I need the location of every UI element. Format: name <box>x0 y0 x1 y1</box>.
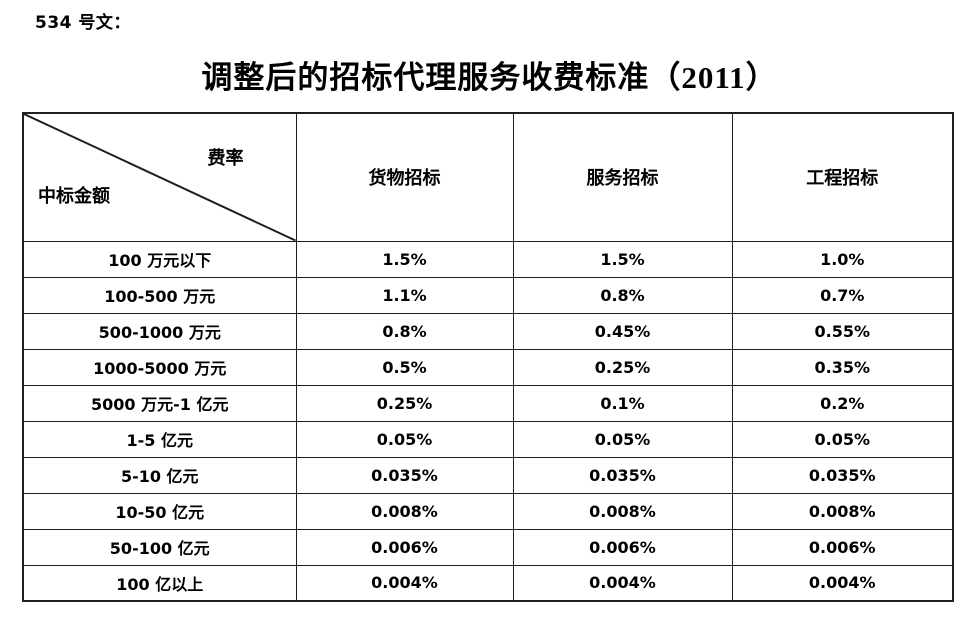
rate-cell-goods: 0.8% <box>295 312 514 350</box>
table-row: 10-50 亿元 0.008% 0.008% 0.008% <box>22 492 954 530</box>
rate-cell-engineering: 0.006% <box>731 528 954 566</box>
doc-number-label: 534 号文： <box>35 13 131 33</box>
rate-cell-engineering: 0.7% <box>731 276 954 314</box>
row-label-amount-tier: 1000-5000 万元 <box>22 348 297 386</box>
row-label-amount-tier: 5000 万元-1 亿元 <box>22 384 297 422</box>
rate-cell-goods: 0.25% <box>295 384 514 422</box>
diagonal-divider-line <box>24 114 296 241</box>
rate-cell-goods: 0.035% <box>295 456 514 494</box>
column-header-services: 服务招标 <box>512 112 733 242</box>
row-label-amount-tier: 1-5 亿元 <box>22 420 297 458</box>
rate-cell-engineering: 0.004% <box>731 564 954 602</box>
row-label-amount-tier: 500-1000 万元 <box>22 312 297 350</box>
row-label-amount-tier: 50-100 亿元 <box>22 528 297 566</box>
rate-cell-goods: 1.5% <box>295 240 514 278</box>
column-header-goods: 货物招标 <box>295 112 514 242</box>
row-label-amount-tier: 100 亿以上 <box>22 564 297 602</box>
rate-cell-goods: 0.006% <box>295 528 514 566</box>
rate-cell-engineering: 1.0% <box>731 240 954 278</box>
row-label-amount-tier: 5-10 亿元 <box>22 456 297 494</box>
corner-header-cell: 费率 中标金额 <box>22 112 297 242</box>
rate-cell-engineering: 0.2% <box>731 384 954 422</box>
corner-label-bid-amount: 中标金额 <box>38 186 110 206</box>
rate-cell-engineering: 0.05% <box>731 420 954 458</box>
rate-cell-services: 0.008% <box>512 492 733 530</box>
table-row: 100-500 万元 1.1% 0.8% 0.7% <box>22 276 954 314</box>
rate-cell-services: 0.05% <box>512 420 733 458</box>
table-row: 1000-5000 万元 0.5% 0.25% 0.35% <box>22 348 954 386</box>
rate-cell-goods: 1.1% <box>295 276 514 314</box>
table-row: 5000 万元-1 亿元 0.25% 0.1% 0.2% <box>22 384 954 422</box>
page-title: 调整后的招标代理服务收费标准（2011） <box>201 60 778 95</box>
rate-cell-services: 0.006% <box>512 528 733 566</box>
rate-cell-goods: 0.008% <box>295 492 514 530</box>
row-label-amount-tier: 100-500 万元 <box>22 276 297 314</box>
rate-cell-engineering: 0.035% <box>731 456 954 494</box>
rate-cell-services: 0.45% <box>512 312 733 350</box>
rate-cell-goods: 0.05% <box>295 420 514 458</box>
rate-cell-services: 1.5% <box>512 240 733 278</box>
corner-label-rate: 费率 <box>207 148 244 168</box>
rate-cell-goods: 0.004% <box>295 564 514 602</box>
table-row: 500-1000 万元 0.8% 0.45% 0.55% <box>22 312 954 350</box>
rate-cell-services: 0.1% <box>512 384 733 422</box>
table-row: 1-5 亿元 0.05% 0.05% 0.05% <box>22 420 954 458</box>
fee-rate-table: 费率 中标金额 货物招标 服务招标 工程招标 100 万元以下 1.5% 1.5… <box>22 112 954 602</box>
column-header-engineering: 工程招标 <box>731 112 954 242</box>
rate-cell-services: 0.004% <box>512 564 733 602</box>
rate-cell-services: 0.25% <box>512 348 733 386</box>
rate-cell-engineering: 0.008% <box>731 492 954 530</box>
table-header-row: 费率 中标金额 货物招标 服务招标 工程招标 <box>22 112 954 242</box>
table-row: 100 万元以下 1.5% 1.5% 1.0% <box>22 240 954 278</box>
rate-cell-services: 0.8% <box>512 276 733 314</box>
table-row: 100 亿以上 0.004% 0.004% 0.004% <box>22 564 954 602</box>
rate-cell-engineering: 0.35% <box>731 348 954 386</box>
row-label-amount-tier: 100 万元以下 <box>22 240 297 278</box>
table-row: 5-10 亿元 0.035% 0.035% 0.035% <box>22 456 954 494</box>
table-row: 50-100 亿元 0.006% 0.006% 0.006% <box>22 528 954 566</box>
row-label-amount-tier: 10-50 亿元 <box>22 492 297 530</box>
rate-cell-goods: 0.5% <box>295 348 514 386</box>
rate-cell-services: 0.035% <box>512 456 733 494</box>
rate-cell-engineering: 0.55% <box>731 312 954 350</box>
